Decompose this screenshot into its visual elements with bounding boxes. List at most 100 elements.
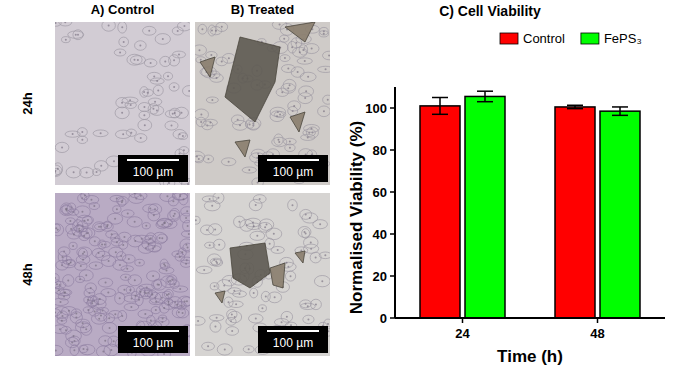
cell xyxy=(303,315,314,323)
nucleus xyxy=(185,263,187,265)
nucleus xyxy=(108,260,110,262)
cell xyxy=(169,83,179,91)
nucleus xyxy=(134,279,136,281)
cell xyxy=(55,298,68,305)
cell xyxy=(323,51,330,60)
bar xyxy=(555,107,595,318)
error-cap xyxy=(432,97,448,99)
nucleus xyxy=(289,147,291,149)
nucleus xyxy=(82,322,84,324)
nucleus xyxy=(115,251,117,253)
nucleus xyxy=(130,104,132,106)
cell xyxy=(148,98,162,105)
nucleus xyxy=(166,195,168,197)
cell xyxy=(66,259,75,265)
cell xyxy=(142,239,156,249)
cell xyxy=(285,144,295,152)
nucleus xyxy=(315,303,317,305)
cell xyxy=(89,237,100,246)
nucleus xyxy=(201,28,203,30)
cell xyxy=(210,74,224,83)
nucleus xyxy=(153,76,155,78)
nucleus xyxy=(121,102,123,104)
cell xyxy=(172,251,183,257)
cell xyxy=(89,202,99,209)
nucleus xyxy=(299,51,301,53)
nucleus xyxy=(203,269,205,271)
cell xyxy=(79,270,93,281)
cell xyxy=(310,252,321,263)
nucleus xyxy=(107,292,109,294)
micrograph xyxy=(55,193,190,356)
nucleus xyxy=(59,284,61,286)
nucleus xyxy=(281,91,283,93)
nucleus xyxy=(165,269,167,271)
nucleus xyxy=(116,241,118,243)
cell xyxy=(144,59,157,67)
cell xyxy=(285,271,295,281)
nucleus xyxy=(61,320,63,322)
cell xyxy=(73,30,83,40)
y-tick xyxy=(390,275,395,277)
cell xyxy=(75,262,88,270)
cell xyxy=(297,58,312,64)
flake xyxy=(225,37,280,122)
nucleus xyxy=(319,223,321,225)
cell xyxy=(153,85,163,95)
nucleus xyxy=(55,277,56,279)
cell xyxy=(138,310,153,318)
cell xyxy=(142,223,150,229)
nucleus xyxy=(206,229,208,231)
cell xyxy=(195,216,200,224)
cell xyxy=(127,54,142,65)
nucleus xyxy=(143,91,145,93)
cell xyxy=(66,167,81,178)
cell xyxy=(178,248,186,257)
scale-bar: 100 µm xyxy=(258,155,328,182)
nucleus xyxy=(101,243,103,245)
nucleus xyxy=(55,170,56,172)
cell xyxy=(102,322,116,333)
cell xyxy=(210,27,222,35)
nucleus xyxy=(150,319,152,321)
cell xyxy=(94,161,108,171)
nucleus xyxy=(231,330,233,332)
cell xyxy=(173,286,188,292)
cell xyxy=(93,294,106,305)
nucleus xyxy=(156,80,158,82)
nucleus xyxy=(196,155,198,157)
nucleus xyxy=(75,316,77,318)
nucleus xyxy=(265,296,267,298)
cell xyxy=(81,193,90,200)
cell xyxy=(217,280,232,292)
cell xyxy=(77,128,87,137)
y-tick xyxy=(390,107,395,109)
image-background xyxy=(55,193,190,356)
nucleus xyxy=(183,149,185,151)
cell xyxy=(121,266,134,272)
cell xyxy=(55,345,63,355)
nucleus xyxy=(99,298,101,300)
nucleus xyxy=(163,307,165,309)
nucleus xyxy=(134,59,136,61)
cell xyxy=(66,330,82,342)
nucleus xyxy=(290,275,292,277)
nucleus xyxy=(304,60,306,62)
nucleus xyxy=(209,122,211,124)
nucleus xyxy=(122,133,124,135)
nucleus xyxy=(123,236,125,238)
nucleus xyxy=(274,296,276,298)
cell xyxy=(63,275,74,287)
flake xyxy=(215,291,225,303)
error-stem xyxy=(619,107,621,115)
cell xyxy=(268,292,282,303)
nucleus xyxy=(70,261,72,263)
cell xyxy=(150,106,163,116)
nucleus xyxy=(182,198,184,200)
nucleus xyxy=(139,45,141,47)
nucleus xyxy=(82,253,84,255)
nucleus xyxy=(56,283,58,285)
nucleus xyxy=(289,84,291,86)
nucleus xyxy=(121,315,123,317)
nucleus xyxy=(172,200,174,202)
